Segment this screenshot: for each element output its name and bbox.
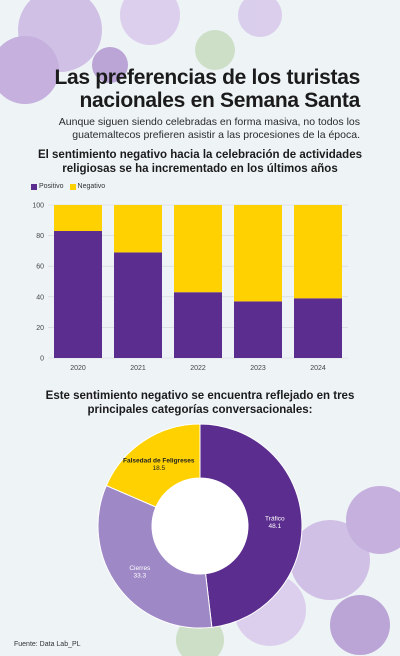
legend-swatch-negativo (69, 183, 76, 190)
donut-label: Cierres (129, 565, 151, 572)
y-tick-label: 100 (32, 203, 44, 210)
donut-label: Tráfico (265, 516, 285, 523)
donut-slice-tr-fico (199, 423, 303, 628)
bar-negativo-2023 (234, 205, 282, 302)
x-tick-label: 2022 (190, 365, 206, 372)
x-tick-label: 2021 (130, 365, 146, 372)
bar-positivo-2023 (234, 301, 282, 358)
y-tick-label: 0 (40, 356, 44, 363)
bar-negativo-2020 (54, 205, 102, 232)
legend-item-negativo: Negativo (69, 183, 106, 190)
bar-chart-heading: El sentimiento negativo hacia la celebra… (37, 149, 363, 175)
x-tick-label: 2024 (310, 365, 326, 372)
donut-slice-cierres (97, 484, 213, 629)
donut-value-label: 48.1 (269, 523, 282, 530)
y-tick-label: 40 (36, 294, 44, 301)
donut-hole (152, 478, 248, 574)
stacked-bar-chart: 0 20 40 60 80 100 2020 2021 2022 2023 2024 (32, 203, 348, 372)
donut-slice-falsedad-de-feligreses (105, 423, 201, 508)
donut-value-label: 33.3 (134, 572, 147, 579)
bar-negativo-2022 (174, 205, 222, 293)
bar-positivo-2020 (54, 231, 102, 358)
legend-label-positivo: Positivo (39, 183, 64, 190)
bar-negativo-2021 (114, 205, 162, 253)
bar-positivo-2022 (174, 292, 222, 358)
legend-item-positivo: Positivo (31, 183, 64, 190)
y-tick-label: 20 (36, 325, 44, 332)
y-tick-label: 60 (36, 264, 44, 271)
legend-swatch-positivo (31, 183, 37, 190)
x-tick-label: 2023 (250, 365, 266, 372)
bar-positivo-2024 (294, 298, 342, 358)
page-title: Las preferencias de los turistas naciona… (54, 66, 360, 112)
legend-label-negativo: Negativo (77, 183, 106, 190)
donut-chart-heading: Este sentimiento negativo se encuentra r… (45, 390, 355, 416)
bar-negativo-2024 (294, 205, 342, 299)
page-subtitle: Aunque siguen siendo celebradas en forma… (58, 116, 360, 141)
donut-value-label: 18.5 (152, 465, 165, 472)
donut-label: Falsedad de Feligreses (123, 457, 195, 464)
bar-chart-legend: Positivo Negativo (31, 183, 105, 190)
bar-positivo-2021 (114, 252, 162, 358)
x-tick-label: 2020 (70, 365, 86, 372)
source-note: Fuente: Data Lab_PL (14, 641, 81, 648)
y-tick-label: 80 (36, 233, 44, 240)
